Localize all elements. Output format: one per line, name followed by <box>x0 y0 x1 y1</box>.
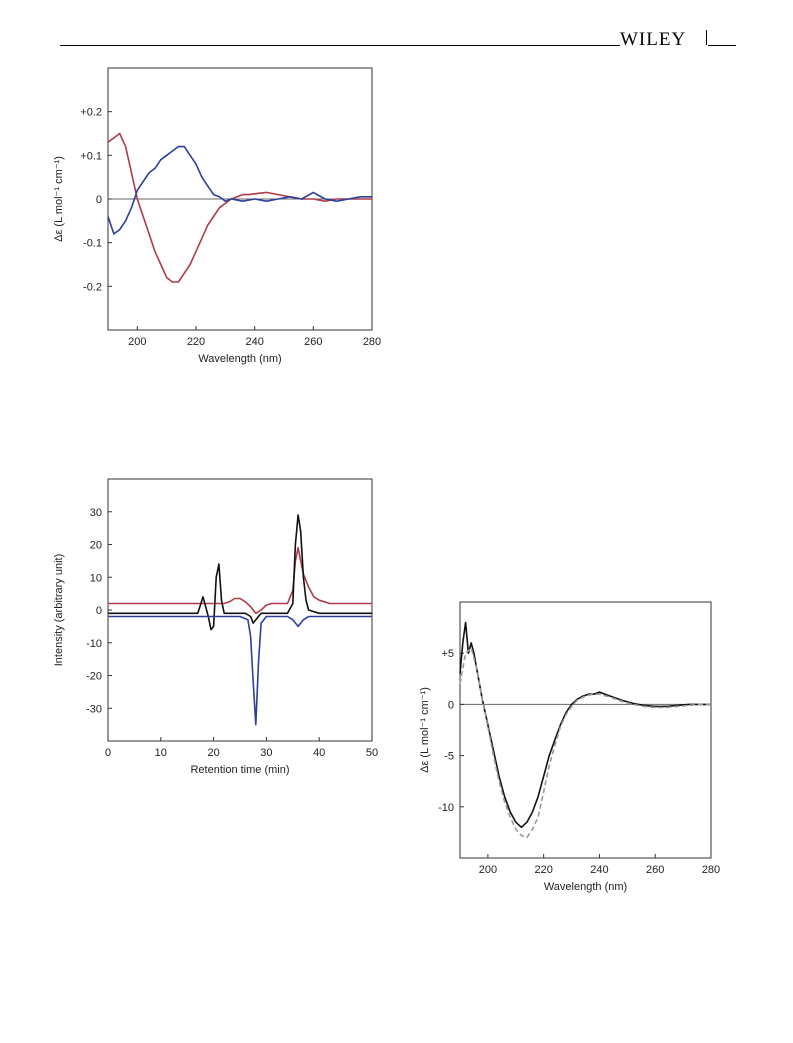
y-tick-label: +5 <box>441 648 454 660</box>
x-tick-label: 220 <box>534 864 552 876</box>
x-tick-label: 260 <box>646 864 664 876</box>
cd-chart-2: 200 220 240 260 280 +5 0 -5 -10 Wavelength (nm) Δε… <box>419 601 720 893</box>
x-tick-label: 0 <box>105 747 111 759</box>
x-tick-label: 200 <box>479 864 497 876</box>
header-rule <box>60 45 620 46</box>
y-tick-label: -10 <box>438 802 454 814</box>
plot-frame <box>107 478 373 742</box>
x-tick-label: 200 <box>128 336 146 348</box>
x-tick-label: 240 <box>590 864 608 876</box>
y-tick-label: +0.1 <box>80 150 102 162</box>
x-tick-label: 260 <box>304 336 322 348</box>
x-tick-label: 50 <box>366 747 378 759</box>
y-tick-label: 0 <box>96 605 102 617</box>
x-tick-label: 280 <box>363 336 381 348</box>
x-axis-label: Wavelength (nm) <box>198 353 281 365</box>
x-tick-label: 30 <box>260 747 272 759</box>
series-line-0 <box>459 621 711 829</box>
y-tick-label: -20 <box>86 671 102 683</box>
y-tick-label: 0 <box>96 194 102 206</box>
x-axis-label: Retention time (min) <box>190 764 289 776</box>
y-tick-label: +0.2 <box>80 107 102 119</box>
x-tick-label: 10 <box>155 747 167 759</box>
x-tick-label: 20 <box>207 747 219 759</box>
y-tick-label: 0 <box>448 699 454 711</box>
cd-chart-1: 200 220 240 260 280 +0.2 +0.1 0 -0.1 -0.2 Waveleng… <box>53 67 381 365</box>
plot-frame <box>459 601 712 859</box>
header-tick <box>706 30 707 45</box>
y-axis-label: Intensity (arbitrary unit) <box>53 554 65 666</box>
y-tick-label: -30 <box>86 703 102 715</box>
y-tick-label: -5 <box>444 751 454 763</box>
y-axis-label: Δε (L mol⁻¹ cm⁻¹) <box>419 687 431 773</box>
y-tick-label: 20 <box>90 540 102 552</box>
publisher-logo: WILEY <box>620 29 687 50</box>
x-axis-label: Wavelength (nm) <box>544 881 627 893</box>
series-line-0 <box>108 546 372 615</box>
y-axis-label: Δε (L mol⁻¹ cm⁻¹) <box>53 156 65 242</box>
series-line-2 <box>108 615 372 726</box>
x-tick-label: 280 <box>702 864 720 876</box>
series-line-0 <box>107 132 372 283</box>
series-line-1 <box>107 145 372 235</box>
header-rule-right <box>708 45 736 46</box>
y-tick-label: -0.1 <box>83 238 102 250</box>
x-tick-label: 220 <box>187 336 205 348</box>
y-tick-label: -0.2 <box>83 281 102 293</box>
y-tick-label: 10 <box>90 572 102 584</box>
hplc-chart: 0 10 20 30 40 50 30 20 10 0 -10 -20 -30 Retention tim… <box>53 478 378 776</box>
series-line-1 <box>459 647 711 839</box>
x-tick-label: 240 <box>245 336 263 348</box>
x-tick-label: 40 <box>313 747 325 759</box>
series-line-1 <box>108 514 372 631</box>
y-tick-label: -10 <box>86 638 102 650</box>
y-tick-label: 30 <box>90 507 102 519</box>
